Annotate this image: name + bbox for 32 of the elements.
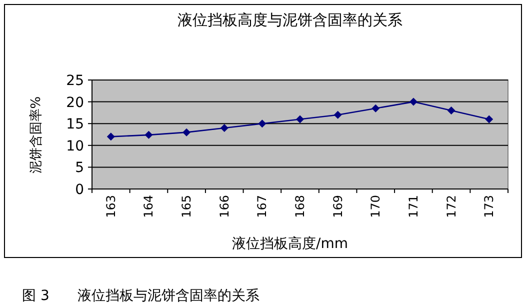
x-tick-label: 163 <box>104 195 118 218</box>
x-tick-label: 166 <box>217 195 232 218</box>
x-tick-label: 165 <box>180 195 194 218</box>
point <box>409 98 418 106</box>
x-tick-label: 171 <box>406 195 420 218</box>
point <box>334 110 342 119</box>
x-tick-label: 167 <box>255 195 270 218</box>
x-axis-title: 液位挡板高度/mm <box>232 236 348 252</box>
y-tick-label: 15 <box>66 116 84 133</box>
x-tick-label: 168 <box>293 195 307 218</box>
point <box>106 132 115 141</box>
y-tick-label: 20 <box>66 94 84 111</box>
y-tick-label: 10 <box>66 138 84 154</box>
point <box>447 106 456 115</box>
chart-title: 液位挡板高度与泥饼含固率的关系 <box>178 11 402 29</box>
x-tick-label: 169 <box>330 195 345 218</box>
x-tick-label: 170 <box>368 195 383 218</box>
point <box>258 120 266 128</box>
x-tick-label: 164 <box>142 195 156 218</box>
point <box>372 104 380 112</box>
point <box>296 115 304 124</box>
y-axis-title: 泥饼含固率% <box>28 96 44 174</box>
point <box>220 124 228 132</box>
x-tick-label: 172 <box>444 195 458 218</box>
y-tick-label: 0 <box>75 182 84 198</box>
point <box>182 128 191 136</box>
y-tick-label: 25 <box>66 73 84 89</box>
x-tick-label: 173 <box>482 195 496 218</box>
point <box>144 130 153 139</box>
y-tick-label: 5 <box>75 160 84 176</box>
caption: 图 3 液位挡板与泥饼含固率的关系 <box>22 288 260 304</box>
point <box>485 115 494 124</box>
